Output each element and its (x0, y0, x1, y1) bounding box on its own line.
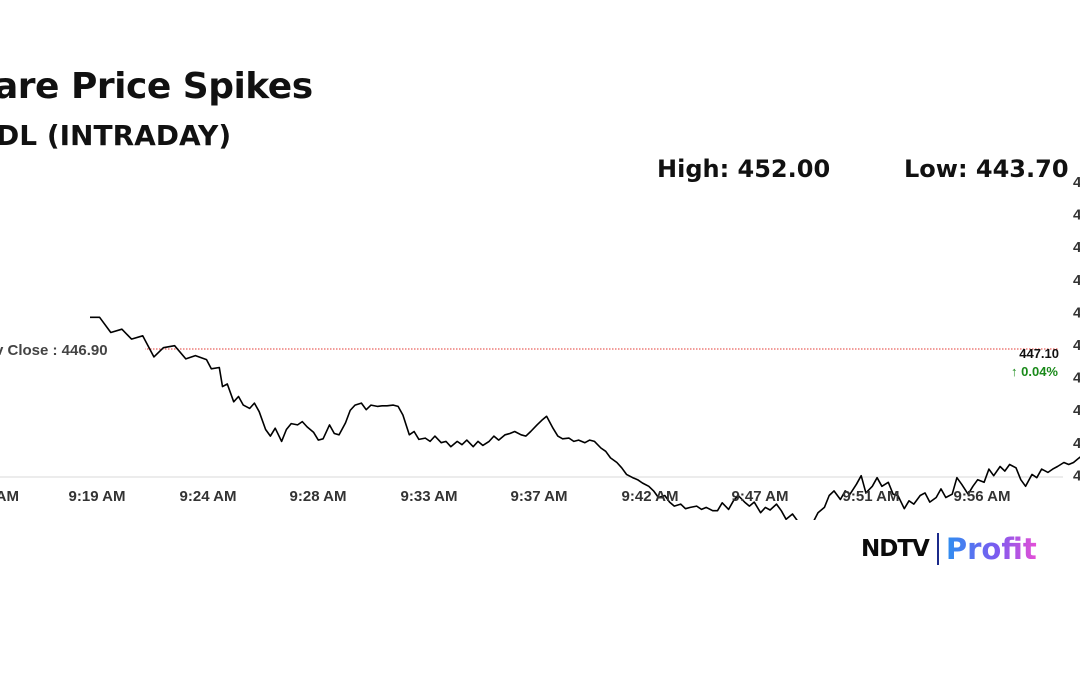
x-tick-label: 9:37 AM (511, 488, 568, 505)
y-tick-label: 4 (1073, 174, 1080, 191)
x-tick-label: 9:51 AM (843, 488, 900, 505)
y-tick-label: 4 (1073, 435, 1080, 452)
x-tick-label: 9:24 AM (180, 488, 237, 505)
intraday-price-chart: v Close : 446.90 447.10 ↑ 0.04% AM 9:19 A… (0, 174, 1080, 520)
y-tick-label: 4 (1073, 304, 1080, 321)
x-tick-label: 9:56 AM (954, 488, 1011, 505)
low-price-label: Low: 443.70 (904, 155, 1069, 183)
x-tick-label: AM (0, 488, 19, 505)
y-tick-label: 4 (1073, 337, 1080, 354)
y-tick-label: 4 (1073, 402, 1080, 419)
x-tick-label: 9:28 AM (290, 488, 347, 505)
chart-title: are Price Spikes (0, 66, 313, 107)
logo-divider (936, 533, 939, 565)
y-axis-ticks: 4 4 4 4 4 4 4 4 4 4 (1073, 174, 1080, 484)
x-tick-label: 9:19 AM (69, 488, 126, 505)
prev-close-label: v Close : 446.90 (0, 342, 108, 359)
prev-close-label-bg (0, 337, 145, 361)
y-tick-label: 4 (1073, 272, 1080, 289)
y-tick-label: 4 (1073, 370, 1080, 387)
y-tick-label: 4 (1073, 207, 1080, 224)
x-tick-label: 9:42 AM (622, 488, 679, 505)
last-price-label: 447.10 (1019, 346, 1059, 361)
y-tick-label: 4 (1073, 239, 1080, 256)
chart-subtitle: DL (INTRADAY) (0, 119, 232, 152)
profit-wordmark: Profit (945, 532, 1037, 566)
x-tick-label: 9:33 AM (401, 488, 458, 505)
price-line (90, 316, 1080, 520)
last-price-change: ↑ 0.04% (1011, 364, 1058, 379)
y-tick-label: 4 (1073, 467, 1080, 484)
high-price-label: High: 452.00 (657, 155, 831, 183)
x-axis-ticks: AM 9:19 AM 9:24 AM 9:28 AM 9:33 AM 9:37 AM 9:4… (0, 488, 1010, 505)
ndtv-wordmark: NDTV (861, 536, 930, 562)
x-tick-label: 9:47 AM (732, 488, 789, 505)
ndtv-profit-logo: NDTV Profit (861, 532, 1037, 566)
